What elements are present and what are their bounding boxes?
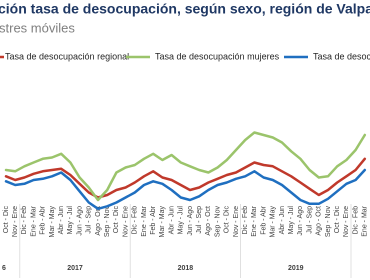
legend-label: Tasa de desocupación regional: [5, 51, 129, 61]
x-tick-label: Jun - Ago: [76, 206, 83, 236]
x-tick-label: Sep - Nov: [104, 206, 111, 238]
x-tick-label: May - Jul: [67, 206, 74, 235]
x-tick-label: Ene - Mar: [362, 205, 369, 236]
x-tick-label: Nov - Ene: [12, 206, 19, 237]
x-tick-label: Feb - Abr: [150, 205, 157, 234]
x-tick-label: Mar - May: [159, 206, 166, 238]
x-tick-label: Feb - Abr: [40, 205, 47, 234]
x-tick-label: Abr - Jun: [58, 206, 65, 235]
x-tick-label: Dic - Feb: [352, 206, 359, 235]
x-tick-label: Mar - May: [49, 206, 56, 238]
x-tick-label: May - Jul: [178, 206, 185, 235]
year-label: 2017: [67, 265, 83, 272]
x-tick-label: Jul - Sep: [196, 206, 203, 234]
x-tick-label: Sep - Nov: [325, 206, 332, 238]
x-tick-label: Nov - Ene: [122, 206, 129, 237]
year-label: 6: [2, 265, 6, 272]
x-tick-label: Jun - Ago: [297, 206, 304, 236]
x-tick-label: Dic - Feb: [132, 206, 139, 235]
x-tick-label: Oct - Dic: [3, 206, 10, 234]
x-tick-label: Abr - Jun: [279, 206, 286, 235]
x-tick-label: Dic - Feb: [242, 206, 249, 235]
x-tick-label: Ene - Mar: [30, 205, 37, 236]
x-tick-label: Ago - Oct: [95, 206, 102, 236]
x-tick-label: Oct - Dic: [113, 206, 120, 234]
series-line: [4, 131, 367, 202]
chart-title: ción tasa de desocupación, según sexo, r…: [0, 1, 370, 17]
x-tick-label: Mar - May: [270, 206, 277, 238]
x-tick-label: Feb - Abr: [260, 205, 267, 234]
x-tick-label: Ago - Oct: [205, 206, 212, 236]
x-tick-label: Oct - Dic: [334, 206, 341, 234]
x-tick-label: Jun - Ago: [187, 206, 194, 236]
x-tick-label: Dic - Feb: [21, 206, 28, 235]
chart-subtitle: stres móviles: [0, 20, 75, 35]
x-tick-label: Jul - Sep: [86, 206, 93, 234]
x-tick-label: Ene - Mar: [141, 205, 148, 236]
x-tick-label: Ene - Mar: [251, 205, 258, 236]
x-tick-label: Sep - Nov: [214, 206, 221, 238]
series-line: [4, 157, 367, 199]
legend-label: Tasa de desocupación mujeres: [155, 51, 280, 61]
series-line: [4, 168, 367, 211]
x-tick-label: Ago - Oct: [316, 206, 323, 236]
x-tick-label: Abr - Jun: [168, 206, 175, 235]
x-tick-label: Oct - Dic: [224, 206, 231, 234]
year-label: 2018: [178, 265, 194, 272]
x-tick-label: Nov - Ene: [343, 206, 350, 237]
x-tick-label: May - Jul: [288, 206, 295, 235]
legend-label: Tasa de desocupación: [313, 51, 370, 61]
x-tick-label: Nov - Ene: [233, 206, 240, 237]
year-label: 2019: [288, 265, 304, 272]
x-tick-label: Jul - Sep: [306, 206, 313, 234]
